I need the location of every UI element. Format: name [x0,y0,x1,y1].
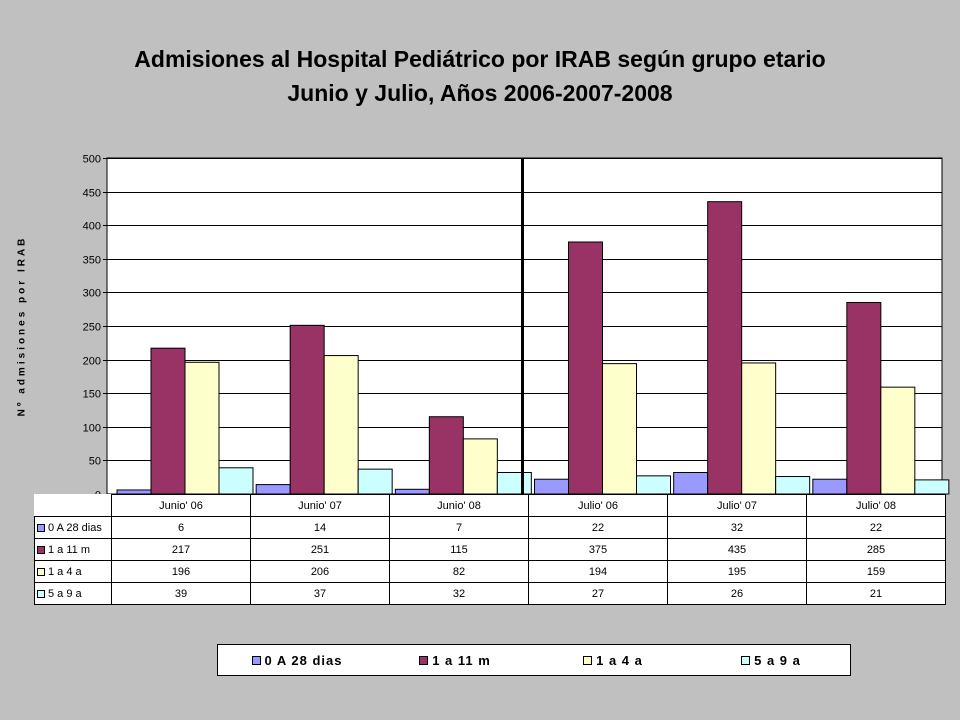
legend: 0 A 28 dias 1 a 11 m 1 a 4 a 5 a 9 a [217,644,851,676]
y-tick-label: 500 [83,154,101,166]
data-label: 7 [389,516,529,539]
bar [184,361,220,495]
table-corner [34,494,112,517]
bar [428,416,464,495]
chart-title: Admisiones al Hospital Pediátrico por IR… [134,46,826,72]
bar [880,386,916,495]
table-row-label: 5 a 9 a [34,582,112,605]
data-label: 22 [806,516,946,539]
data-label: 22 [528,516,668,539]
bar [150,347,186,495]
bar [812,478,848,495]
data-label: 32 [389,582,529,605]
data-label: 194 [528,560,668,583]
data-label: 27 [528,582,668,605]
bar [568,241,603,495]
x-tick-label: Junio' 08 [389,494,529,517]
legend-label: 5 a 9 a [754,652,801,668]
table-row-label: 1 a 4 a [34,560,112,583]
y-tick-label: 400 [83,221,101,233]
data-label: 82 [389,560,529,583]
bar [707,201,743,495]
bar [357,468,393,495]
data-label: 21 [806,582,946,605]
bar [496,471,532,495]
legend-swatch [251,655,261,665]
bar [534,478,569,495]
chart-subtitle: Junio y Julio, Años 2006-2007-2008 [287,80,673,106]
legend-swatch [583,655,593,665]
data-label: 32 [667,516,807,539]
x-tick-label: Julio' 08 [806,494,946,517]
data-label: 217 [111,538,251,561]
data-label: 285 [806,538,946,561]
y-tick-label: 150 [83,389,101,401]
bar [289,324,325,495]
bar [741,362,777,495]
data-label: 39 [111,582,251,605]
data-label: 37 [250,582,390,605]
data-label: 195 [667,560,807,583]
legend-label: 0 A 28 dias [264,652,343,668]
data-table: Junio' 06 Junio' 07 Junio' 08 Julio' 06 Juli… [34,494,946,605]
bar [218,467,254,495]
bar [255,484,291,495]
data-label: 26 [667,582,807,605]
bar [636,475,671,495]
table-header-row: Junio' 06 Junio' 07 Junio' 08 Julio' 06 Juli… [34,494,946,517]
data-label: 6 [111,516,251,539]
legend-swatch [419,655,429,665]
x-tick-label: Julio' 07 [667,494,807,517]
table-row: 5 a 9 a 39 37 32 27 26 21 [34,582,946,605]
bar [775,476,811,495]
data-label: 196 [111,560,251,583]
series-swatch [37,589,45,598]
legend-item: 1 a 11 m [376,653,534,668]
y-tick-label: 100 [83,423,101,435]
legend-item: 0 A 28 dias [218,653,376,668]
x-tick-label: Junio' 06 [111,494,251,517]
y-tick-label: 350 [83,255,101,267]
bar [323,355,359,495]
table-row: 0 A 28 dias 6 14 7 22 32 22 [34,516,946,539]
x-tick-label: Junio' 07 [250,494,390,517]
data-label: 115 [389,538,529,561]
table-row-label: 0 A 28 dias [34,516,112,539]
y-tick-label: 250 [83,322,101,334]
data-label: 375 [528,538,668,561]
legend-label: 1 a 11 m [432,652,491,668]
legend-item: 5 a 9 a [692,653,850,668]
y-tick-label: 300 [83,288,101,300]
series-swatch [37,567,45,576]
legend-item: 1 a 4 a [534,653,692,668]
bar [846,301,882,495]
table-row: 1 a 4 a 196 206 82 194 195 159 [34,560,946,583]
bar [602,363,637,495]
legend-swatch [741,655,751,665]
series-swatch [37,523,45,532]
legend-label: 1 a 4 a [596,652,643,668]
table-row-label: 1 a 11 m [34,538,112,561]
data-label: 206 [250,560,390,583]
table-row: 1 a 11 m 217 251 115 375 435 285 [34,538,946,561]
bar [462,438,498,495]
data-label: 251 [250,538,390,561]
y-tick-label: 200 [83,356,101,368]
bar [673,471,709,495]
data-label: 159 [806,560,946,583]
series-swatch [37,545,45,554]
data-label: 435 [667,538,807,561]
x-tick-label: Julio' 06 [528,494,668,517]
y-tick-label: 50 [89,456,101,468]
bar [914,479,950,495]
data-label: 14 [250,516,390,539]
y-tick-label: 450 [83,188,101,200]
